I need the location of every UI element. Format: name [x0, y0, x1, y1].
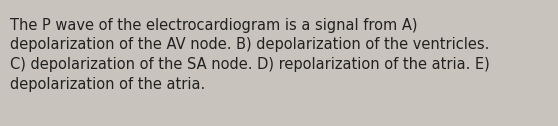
Text: depolarization of the atria.: depolarization of the atria. [10, 76, 205, 91]
Text: The P wave of the electrocardiogram is a signal from A): The P wave of the electrocardiogram is a… [10, 18, 417, 33]
Text: depolarization of the AV node. B) depolarization of the ventricles.: depolarization of the AV node. B) depola… [10, 38, 489, 53]
Text: C) depolarization of the SA node. D) repolarization of the atria. E): C) depolarization of the SA node. D) rep… [10, 57, 490, 72]
